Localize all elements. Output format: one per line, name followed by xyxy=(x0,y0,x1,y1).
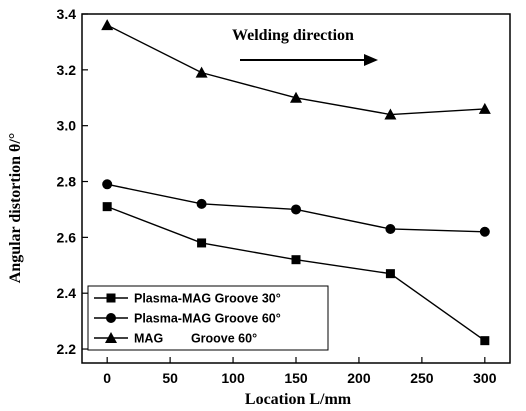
y-tick-label: 2.6 xyxy=(57,229,77,245)
y-axis-ticks: 2.2 2.4 2.6 2.8 3.0 3.2 3.4 xyxy=(57,6,88,357)
legend-marker-triangle-icon xyxy=(105,332,117,343)
direction-arrow-head-icon xyxy=(364,54,378,66)
y-tick-label: 3.2 xyxy=(57,62,77,78)
legend-entry: MAG Groove 60° xyxy=(94,332,257,346)
x-tick-label: 200 xyxy=(347,370,371,386)
data-point-square xyxy=(480,336,490,346)
y-tick-label: 2.4 xyxy=(57,285,77,301)
data-point-circle xyxy=(291,204,301,215)
x-tick-label: 150 xyxy=(284,370,308,386)
data-point-circle xyxy=(385,223,396,234)
data-point-circle xyxy=(196,198,207,209)
data-point-square xyxy=(102,202,112,212)
series-triangle xyxy=(101,19,491,120)
data-point-triangle xyxy=(384,108,397,120)
data-point-triangle xyxy=(478,102,491,114)
series-circle xyxy=(102,179,490,237)
annotation-text: Welding direction xyxy=(232,27,354,44)
y-tick-label: 2.8 xyxy=(57,174,77,190)
x-tick-label: 0 xyxy=(103,370,111,386)
x-tick-label: 50 xyxy=(162,370,178,386)
data-point-square xyxy=(291,255,301,265)
series-square xyxy=(102,202,490,346)
data-point-circle xyxy=(479,226,490,237)
legend-marker-circle-icon xyxy=(106,313,116,323)
x-tick-label: 250 xyxy=(410,370,434,386)
legend-entry: Plasma-MAG Groove 30° xyxy=(94,292,281,306)
y-tick-label: 3.0 xyxy=(57,118,77,134)
x-tick-label: 300 xyxy=(473,370,497,386)
welding-direction-annotation: Welding direction xyxy=(232,27,378,66)
legend-label: MAG Groove 60° xyxy=(134,332,257,346)
data-point-triangle xyxy=(290,91,302,103)
legend-label: Plasma-MAG Groove 30° xyxy=(134,292,281,306)
data-point-square xyxy=(385,269,395,279)
x-axis-ticks: 0 50 100 150 200 250 300 xyxy=(103,357,497,386)
x-axis-title: Location L/mm xyxy=(245,391,352,408)
data-point-circle xyxy=(102,179,113,190)
legend-marker-square-icon xyxy=(106,293,116,303)
legend-label: Plasma-MAG Groove 60° xyxy=(134,312,281,326)
x-tick-label: 100 xyxy=(221,370,245,386)
y-tick-label: 2.2 xyxy=(57,341,77,357)
data-point-triangle xyxy=(101,19,114,31)
y-axis-title: Angular distortion θ/° xyxy=(7,133,24,283)
data-point-square xyxy=(197,238,207,248)
legend-entry: Plasma-MAG Groove 60° xyxy=(94,312,281,326)
legend: Plasma-MAG Groove 30° Plasma-MAG Groove 6… xyxy=(87,285,329,351)
data-point-triangle xyxy=(195,66,208,78)
series-layer xyxy=(101,19,491,346)
y-tick-label: 3.4 xyxy=(57,6,77,22)
